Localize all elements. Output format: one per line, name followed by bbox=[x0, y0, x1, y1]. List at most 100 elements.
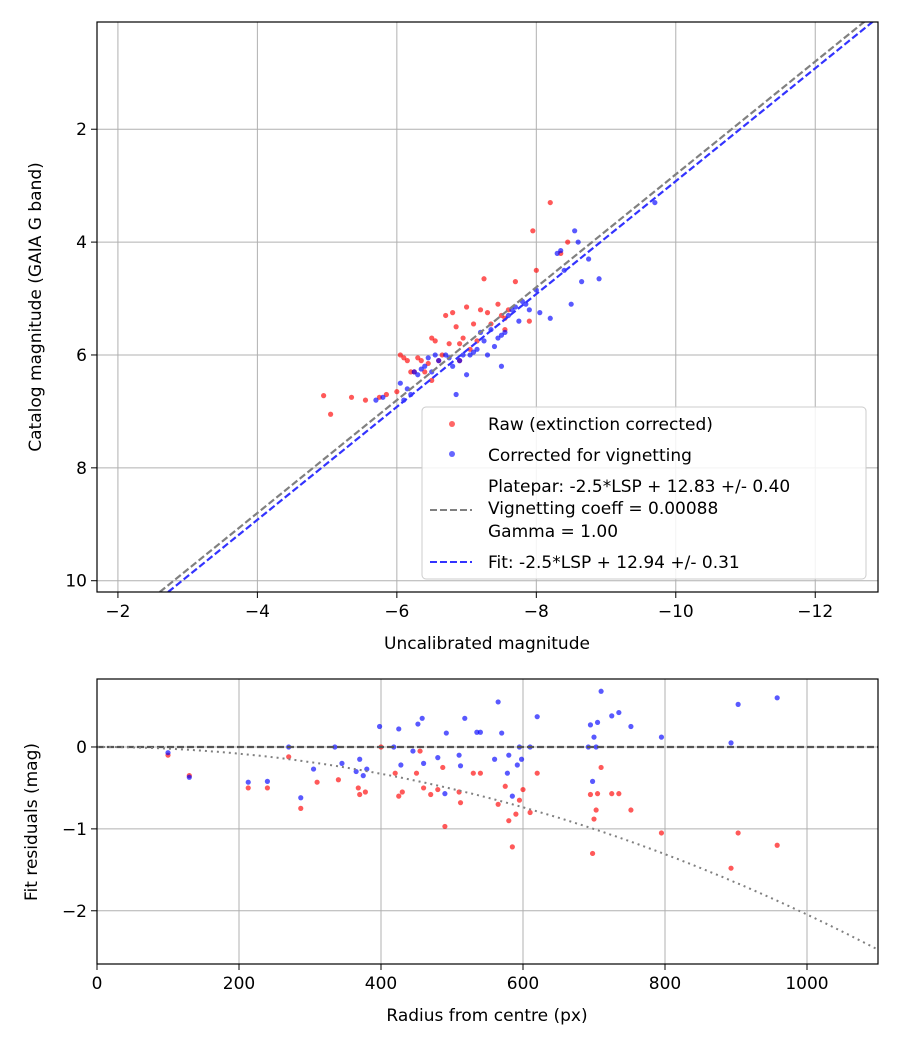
top-y-tick-label: 6 bbox=[76, 346, 87, 366]
bottom-point-series-0 bbox=[399, 789, 405, 795]
top-point-series-1 bbox=[432, 352, 438, 358]
bottom-x-tick-label: 1000 bbox=[785, 974, 828, 994]
bottom-x-tick-label: 600 bbox=[507, 974, 539, 994]
bottom-point-series-1 bbox=[410, 748, 416, 754]
bottom-point-series-1 bbox=[774, 695, 780, 701]
top-point-series-0 bbox=[418, 358, 424, 364]
top-y-tick-label: 8 bbox=[76, 459, 87, 479]
top-point-series-1 bbox=[586, 256, 592, 262]
bottom-point-series-1 bbox=[514, 762, 520, 768]
top-point-series-0 bbox=[446, 341, 452, 347]
bottom-point-series-0 bbox=[286, 754, 292, 760]
bottom-point-series-1 bbox=[245, 779, 251, 785]
bottom-point-series-1 bbox=[360, 773, 366, 779]
bottom-point-series-1 bbox=[735, 701, 741, 707]
top-point-series-1 bbox=[596, 276, 602, 282]
bottom-point-series-0 bbox=[440, 764, 446, 771]
bottom-y-axis-label: Fit residuals (mag) bbox=[22, 743, 42, 901]
bottom-point-series-1 bbox=[186, 774, 192, 780]
top-y-tick-label: 2 bbox=[76, 120, 87, 140]
bottom-point-series-1 bbox=[506, 752, 512, 758]
top-point-series-1 bbox=[457, 358, 463, 364]
bottom-point-series-1 bbox=[534, 714, 540, 720]
top-point-series-1 bbox=[373, 397, 379, 403]
bottom-point-series-0 bbox=[594, 791, 601, 797]
bottom-point-series-0 bbox=[728, 865, 734, 871]
top-point-series-1 bbox=[498, 363, 505, 369]
bottom-point-series-0 bbox=[609, 791, 615, 797]
bottom-point-series-0 bbox=[598, 764, 604, 771]
legend-marker-corrected bbox=[449, 451, 455, 457]
bottom-point-series-1 bbox=[376, 723, 383, 730]
bottom-point-series-1 bbox=[658, 734, 665, 740]
top-point-series-1 bbox=[537, 310, 543, 316]
top-x-tick-label: −6 bbox=[384, 602, 409, 622]
top-point-series-0 bbox=[453, 324, 459, 330]
top-point-series-1 bbox=[575, 239, 581, 245]
top-point-series-1 bbox=[474, 346, 480, 352]
bottom-point-series-1 bbox=[298, 795, 304, 801]
top-line-1 bbox=[167, 22, 875, 592]
bottom-point-series-0 bbox=[477, 770, 483, 776]
top-point-series-1 bbox=[523, 301, 529, 307]
bottom-point-series-1 bbox=[593, 744, 599, 750]
top-point-series-0 bbox=[463, 304, 470, 310]
legend-label-corrected: Corrected for vignetting bbox=[488, 446, 692, 466]
top-point-series-0 bbox=[470, 321, 477, 327]
bottom-point-series-0 bbox=[396, 793, 402, 799]
top-point-series-0 bbox=[484, 310, 491, 316]
top-point-series-0 bbox=[415, 355, 421, 361]
bottom-point-series-0 bbox=[527, 809, 533, 816]
bottom-point-series-1 bbox=[310, 766, 317, 772]
bottom-point-series-1 bbox=[332, 744, 338, 750]
top-point-series-1 bbox=[652, 199, 658, 206]
top-point-series-1 bbox=[418, 366, 424, 372]
top-point-series-0 bbox=[401, 355, 407, 361]
top-point-series-0 bbox=[533, 267, 539, 273]
bottom-point-series-0 bbox=[589, 850, 596, 857]
top-point-series-1 bbox=[516, 318, 522, 324]
bottom-point-series-0 bbox=[774, 842, 780, 848]
bottom-point-series-0 bbox=[264, 785, 270, 791]
top-point-series-0 bbox=[429, 335, 435, 341]
top-point-series-1 bbox=[481, 338, 487, 344]
top-y-tick-label: 10 bbox=[65, 572, 87, 592]
bottom-grid bbox=[96, 679, 878, 964]
top-point-series-1 bbox=[470, 349, 477, 355]
top-point-series-1 bbox=[422, 363, 428, 369]
bottom-point-series-0 bbox=[506, 818, 512, 824]
bottom-point-series-1 bbox=[457, 763, 464, 769]
bottom-x-tick-label: 400 bbox=[365, 974, 397, 994]
bottom-vignetting-curve bbox=[97, 746, 878, 951]
bottom-point-series-1 bbox=[587, 722, 594, 728]
bottom-point-series-0 bbox=[495, 801, 501, 807]
top-point-series-1 bbox=[415, 372, 421, 378]
bottom-y-tick-label: −1 bbox=[62, 820, 87, 840]
bottom-point-series-1 bbox=[421, 760, 427, 766]
top-point-series-0 bbox=[460, 335, 466, 341]
top-point-series-1 bbox=[579, 279, 585, 285]
bottom-point-series-1 bbox=[264, 778, 270, 784]
bottom-point-series-0 bbox=[421, 785, 427, 791]
bottom-point-series-0 bbox=[314, 779, 320, 785]
bottom-point-series-1 bbox=[339, 760, 345, 766]
bottom-axes-frame bbox=[96, 678, 879, 965]
legend: Raw (extinction corrected) Corrected for… bbox=[421, 406, 867, 580]
bottom-point-series-1 bbox=[616, 709, 622, 716]
top-point-series-0 bbox=[425, 360, 431, 367]
bottom-point-series-0 bbox=[658, 830, 665, 836]
bottom-point-series-0 bbox=[616, 791, 622, 797]
top-point-series-0 bbox=[467, 346, 473, 352]
top-point-series-1 bbox=[467, 352, 473, 358]
top-plot-area bbox=[159, 22, 875, 592]
bottom-point-series-1 bbox=[628, 723, 634, 730]
bottom-point-series-1 bbox=[398, 762, 404, 768]
bottom-point-series-1 bbox=[728, 740, 734, 746]
top-point-series-1 bbox=[502, 329, 508, 335]
bottom-point-series-0 bbox=[245, 785, 251, 791]
top-marks bbox=[159, 22, 875, 592]
bottom-point-series-0 bbox=[428, 791, 434, 798]
top-point-series-1 bbox=[453, 391, 459, 398]
bottom-y-tick-label: −2 bbox=[62, 902, 87, 922]
top-point-series-0 bbox=[443, 312, 449, 319]
